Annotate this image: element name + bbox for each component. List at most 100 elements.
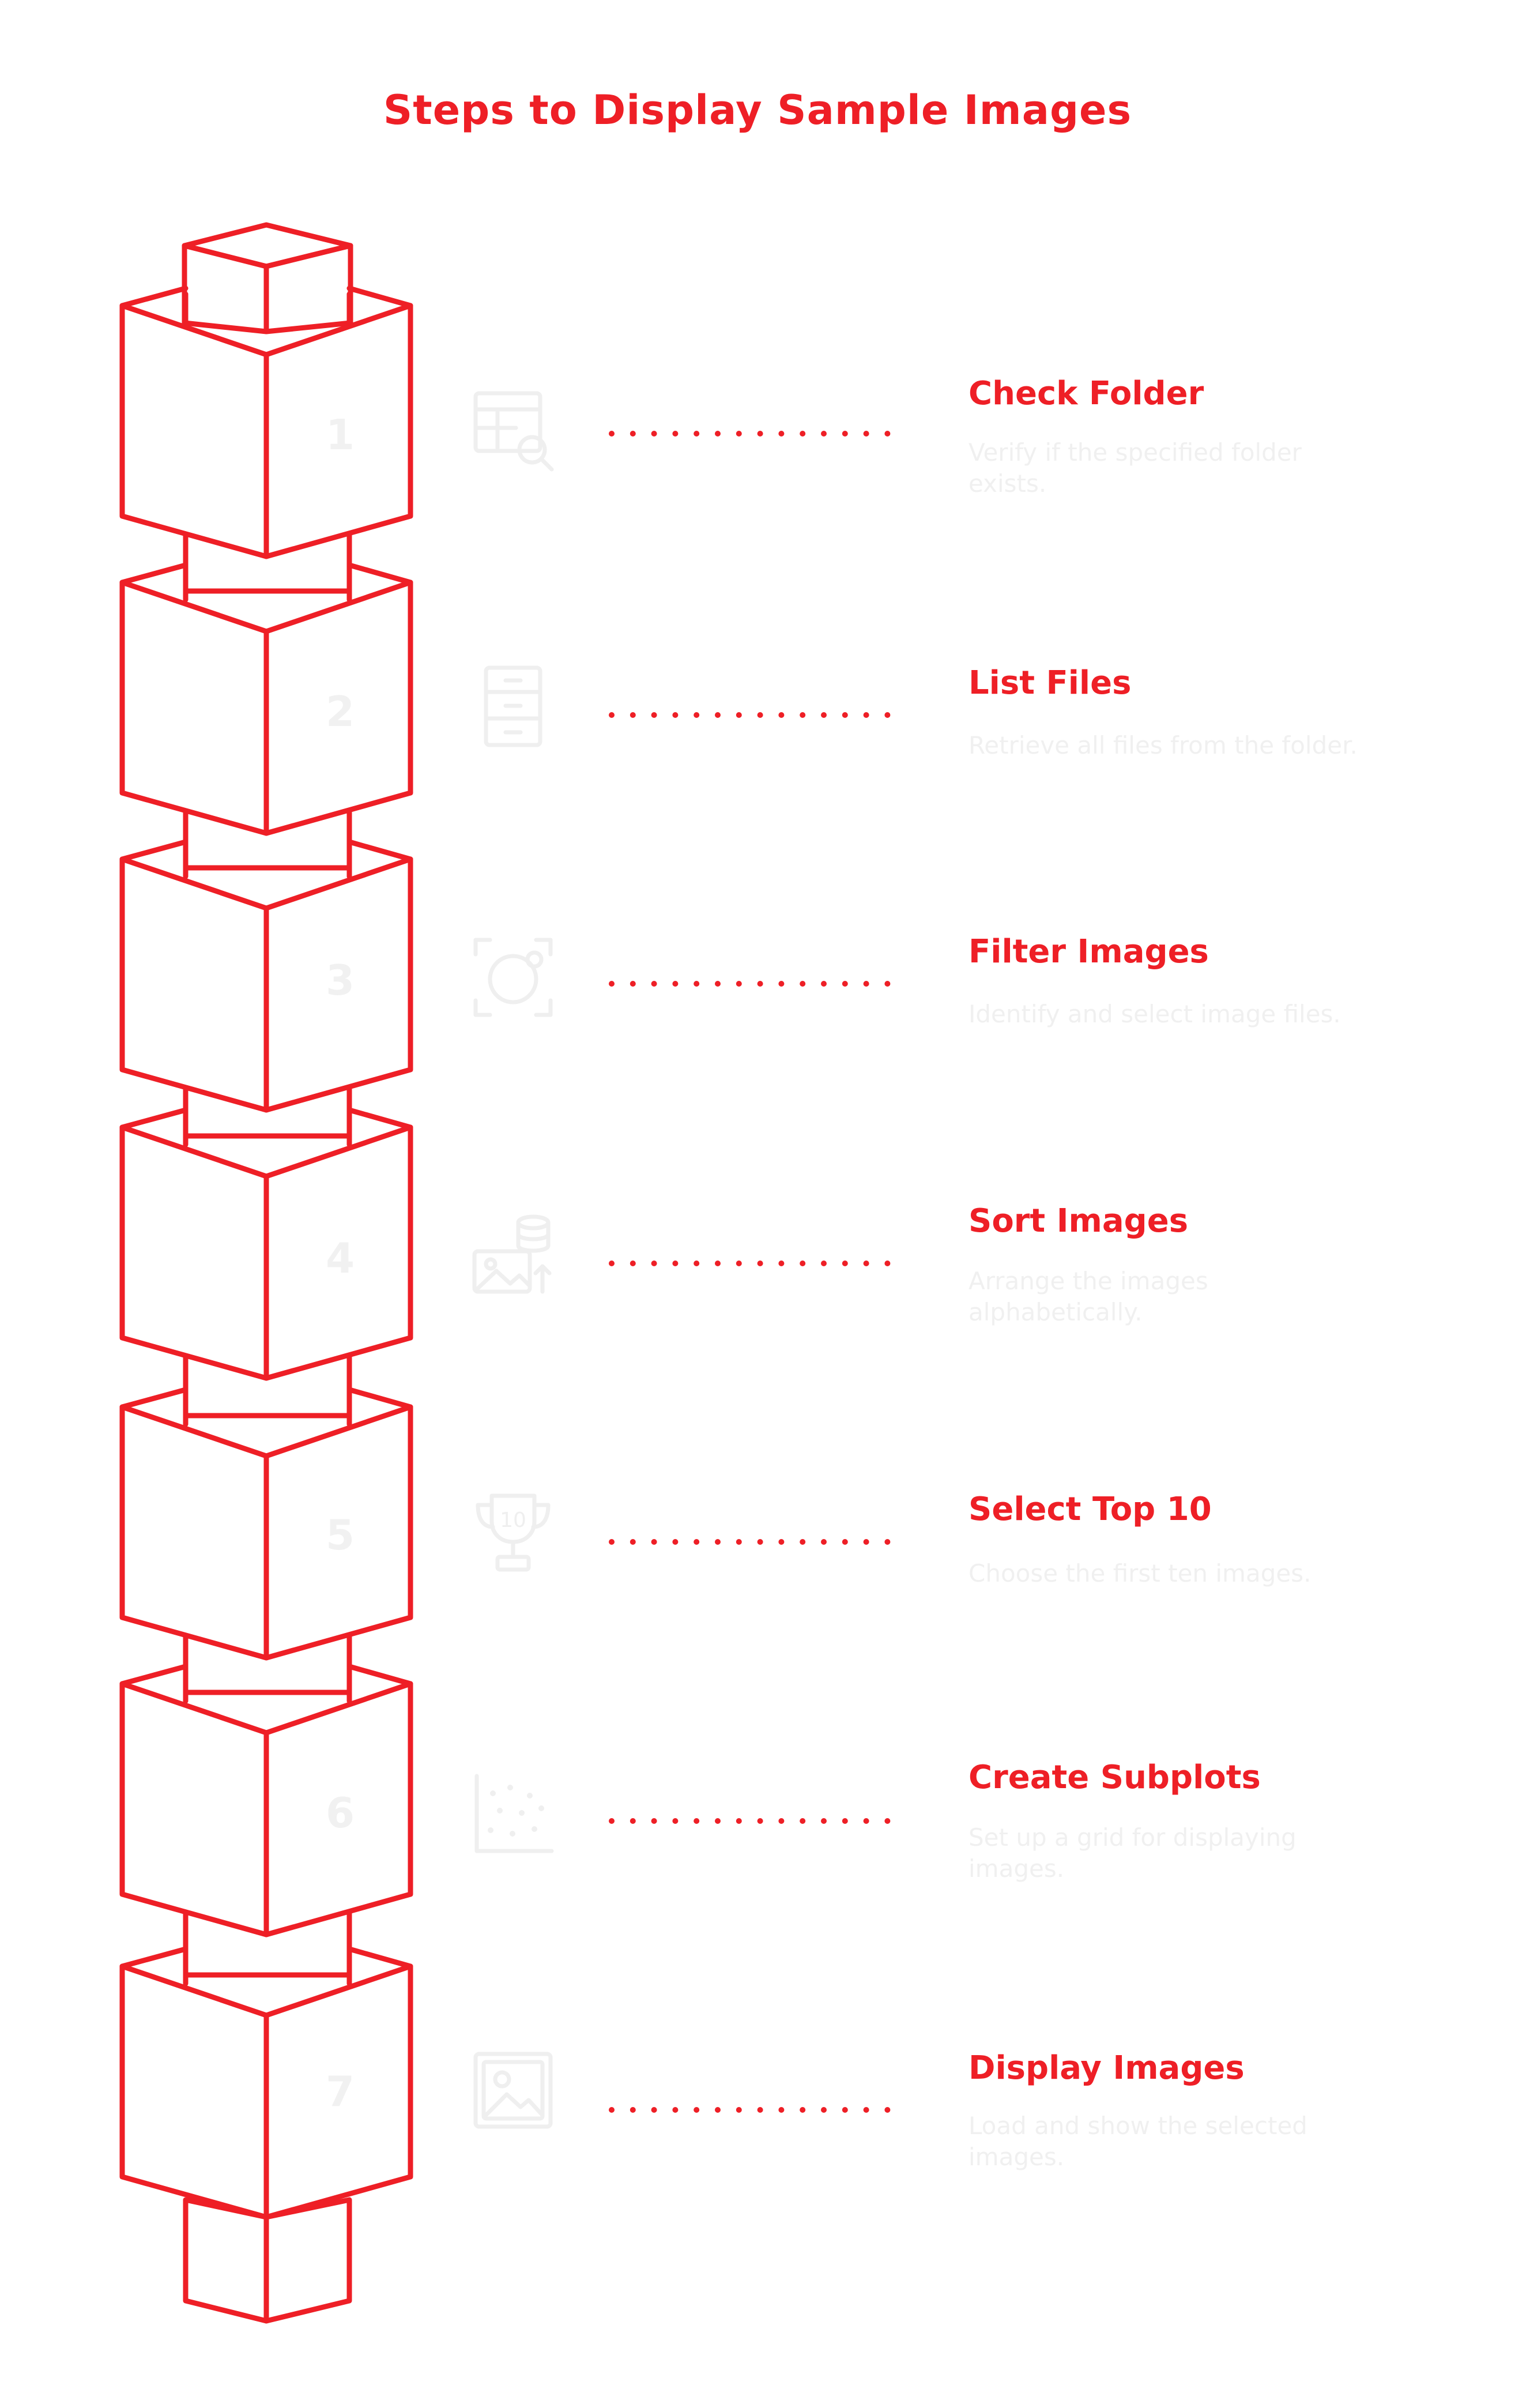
leader-dots-3 — [609, 981, 891, 987]
leader-dot — [609, 2107, 615, 2113]
leader-dot — [842, 2107, 848, 2113]
leader-dot — [821, 1261, 827, 1266]
step-number-2: 2 — [325, 687, 355, 736]
leader-dot — [630, 431, 636, 437]
leader-dot — [757, 1261, 763, 1266]
leader-dot — [778, 1261, 785, 1266]
leader-dot — [609, 1818, 615, 1824]
leader-dot — [800, 1539, 806, 1545]
leader-dot — [800, 1261, 806, 1266]
leader-dot — [842, 1818, 848, 1824]
leader-dot — [778, 2107, 785, 2113]
trophy-10-icon: 10 — [476, 1493, 551, 1572]
file-cabinet-icon — [484, 665, 542, 747]
step-title-7: Display Images — [968, 2049, 1245, 2087]
leader-dot — [757, 431, 763, 437]
leader-dot — [715, 981, 721, 987]
leader-dot — [736, 431, 742, 437]
picture-icon — [473, 2052, 553, 2129]
step-desc-7: Load and show the selected images. — [968, 2112, 1307, 2171]
step-desc-5: Choose the first ten images. — [968, 1559, 1312, 1587]
step-desc-2: Retrieve all files from the folder. — [968, 731, 1358, 759]
leader-dot — [630, 981, 636, 987]
leader-dot — [609, 1539, 615, 1545]
leader-dot — [863, 1539, 869, 1545]
leader-dot — [651, 981, 657, 987]
leader-dot — [672, 981, 679, 987]
leader-dot — [778, 1539, 785, 1545]
leader-dot — [630, 1539, 636, 1545]
leader-dot — [609, 431, 615, 437]
leader-dot — [821, 2107, 827, 2113]
leader-dot — [694, 2107, 700, 2113]
leader-dot — [800, 2107, 806, 2113]
leader-dot — [778, 712, 785, 718]
leader-dot — [630, 2107, 636, 2113]
leader-dot — [884, 1261, 891, 1266]
leader-dot — [609, 712, 615, 718]
leader-dot — [842, 712, 848, 718]
leader-dot — [757, 1818, 763, 1824]
step-title-2: List Files — [968, 664, 1132, 702]
cube-5 — [119, 1387, 413, 1661]
leader-dot — [842, 1261, 848, 1266]
leader-dot — [842, 1539, 848, 1545]
svg-text:10: 10 — [500, 1508, 526, 1532]
leader-dot — [736, 981, 742, 987]
leader-dot — [821, 1818, 827, 1824]
step-number-5: 5 — [325, 1511, 355, 1559]
leader-dot — [821, 981, 827, 987]
cube-3 — [119, 839, 413, 1113]
cube-4 — [119, 1107, 413, 1381]
leader-dot — [672, 2107, 679, 2113]
step-title-3: Filter Images — [968, 933, 1209, 970]
leader-dot — [863, 1261, 869, 1266]
leader-dot — [651, 712, 657, 718]
leader-dot — [630, 1261, 636, 1266]
leader-dot — [884, 1818, 891, 1824]
leader-dot — [863, 981, 869, 987]
leader-dot — [715, 712, 721, 718]
leader-dot — [715, 2107, 721, 2113]
cube-2 — [119, 562, 413, 836]
leader-dot — [842, 981, 848, 987]
cube-6 — [119, 1664, 413, 1937]
table-search-icon — [473, 391, 554, 472]
leader-dot — [757, 2107, 763, 2113]
leader-dot — [609, 981, 615, 987]
leader-dot — [842, 431, 848, 437]
step-desc-1: Verify if the specified folder exists. — [968, 438, 1302, 498]
image-database-icon — [472, 1214, 552, 1294]
leader-dot — [672, 431, 679, 437]
leader-dot — [736, 712, 742, 718]
leader-dots-6 — [609, 1818, 891, 1824]
leader-dot — [694, 431, 700, 437]
leader-dot — [651, 1539, 657, 1545]
cube-7 — [119, 1946, 413, 2220]
leader-dot — [694, 1261, 700, 1266]
leader-dot — [778, 1818, 785, 1824]
leader-dot — [715, 1818, 721, 1824]
leader-dot — [884, 2107, 891, 2113]
step-desc-3: Identify and select image files. — [968, 1000, 1341, 1028]
leader-dot — [884, 431, 891, 437]
leader-dot — [821, 1539, 827, 1545]
leader-dot — [757, 712, 763, 718]
step-title-6: Create Subplots — [968, 1759, 1261, 1796]
leader-dot — [672, 1539, 679, 1545]
leader-dots-2 — [609, 712, 891, 718]
leader-dot — [694, 1539, 700, 1545]
leader-dot — [715, 1539, 721, 1545]
leader-dot — [800, 981, 806, 987]
leader-dots-5 — [609, 1539, 891, 1545]
leader-dots-1 — [609, 431, 891, 437]
leader-dot — [694, 1818, 700, 1824]
leader-dot — [630, 712, 636, 718]
leader-dots-4 — [609, 1261, 891, 1266]
step-desc-4: Arrange the images alphabetically. — [968, 1267, 1208, 1326]
step-title-5: Select Top 10 — [968, 1491, 1212, 1528]
leader-dot — [821, 712, 827, 718]
leader-dot — [884, 712, 891, 718]
leader-dot — [672, 712, 679, 718]
scatter-grid-icon — [474, 1774, 554, 1853]
